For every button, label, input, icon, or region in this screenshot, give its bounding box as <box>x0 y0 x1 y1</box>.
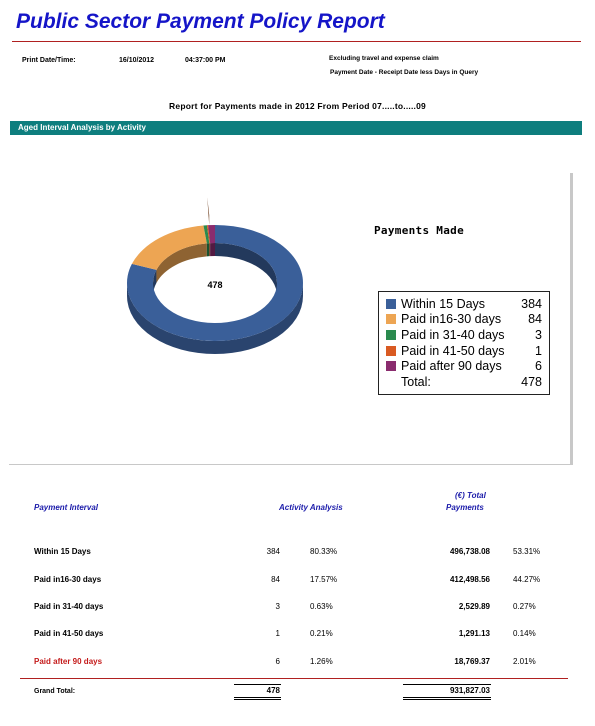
row-label: Paid after 90 days <box>34 657 103 666</box>
row-label: Paid in 31-40 days <box>34 602 104 611</box>
legend-swatch <box>386 345 396 356</box>
chart-legend: Within 15 Days 384 Paid in16-30 days 84 … <box>378 291 550 395</box>
payment-date-note: Payment Date - Receipt Date less Days in… <box>330 69 479 76</box>
donut-inner-wall-1 <box>156 243 207 283</box>
donut-callout-line <box>207 197 210 226</box>
legend-value: 3 <box>535 327 542 342</box>
donut-inner-wall-0 <box>215 243 277 296</box>
row-percent: 1.26% <box>310 657 333 666</box>
donut-inner-wall-3 <box>209 243 211 257</box>
donut-outer-wall-0 <box>127 283 303 354</box>
chart-panel <box>9 137 573 465</box>
header-activity-analysis: Activity Analysis <box>279 503 343 512</box>
print-datetime-label: Print Date/Time: <box>22 57 76 64</box>
legend-item: Within 15 Days 384 <box>386 296 542 312</box>
row-percent: 80.33% <box>310 547 338 556</box>
legend-item: Paid after 90 days 6 <box>386 358 542 374</box>
legend-total-value: 478 <box>521 374 542 389</box>
exclusion-note: Excluding travel and expense claim <box>329 55 439 62</box>
grand-total-count-box: 478 <box>234 684 281 700</box>
grand-total-amount-box: 931,827.03 <box>403 684 491 700</box>
donut-inner-wall-0 <box>153 269 157 296</box>
table-row: Within 15 Days 384 80.33% 496,738.08 53.… <box>0 547 595 559</box>
row-amount-percent: 0.27% <box>513 602 536 611</box>
row-amount: 18,769.37 <box>454 657 490 666</box>
legend-label: Paid in16-30 days <box>401 312 502 327</box>
print-date: 16/10/2012 <box>119 57 155 64</box>
row-percent: 0.63% <box>310 602 333 611</box>
donut-inner-wall-2 <box>206 243 210 257</box>
legend-swatch <box>386 361 396 372</box>
row-count: 84 <box>271 575 280 584</box>
legend-total: Total: 478 <box>386 374 542 390</box>
donut-slice-4 <box>208 225 215 244</box>
legend-swatch <box>386 329 396 340</box>
row-amount-percent: 2.01% <box>513 657 536 666</box>
donut-slice-0 <box>127 225 303 341</box>
table-row: Paid in 41-50 days 1 0.21% 1,291.13 0.14… <box>0 629 595 641</box>
donut-inner-wall-4 <box>210 243 215 257</box>
legend-label: Paid after 90 days <box>401 359 502 374</box>
donut-slice-3 <box>206 225 211 244</box>
section-title: Aged Interval Analysis by Activity <box>18 123 146 132</box>
legend-item: Paid in 41-50 days 1 <box>386 343 542 359</box>
row-amount: 412,498.56 <box>449 575 490 584</box>
row-count: 6 <box>275 657 280 666</box>
row-count: 384 <box>266 547 280 556</box>
chart-panel-shadow-right <box>570 173 573 465</box>
legend-label: Paid in 41-50 days <box>401 343 505 358</box>
total-divider <box>20 678 568 679</box>
row-percent: 17.57% <box>310 575 338 584</box>
title-divider <box>12 41 581 42</box>
row-count: 1 <box>275 629 280 638</box>
legend-value: 384 <box>521 296 542 311</box>
donut-slice-1 <box>131 225 207 270</box>
legend-item: Paid in16-30 days 84 <box>386 312 542 328</box>
legend-value: 84 <box>528 312 542 327</box>
table-row: Paid in 31-40 days 3 0.63% 2,529.89 0.27… <box>0 602 595 614</box>
chart-panel-border-bottom <box>9 464 573 465</box>
grand-total-label: Grand Total: <box>34 688 76 695</box>
legend-swatch <box>386 314 396 325</box>
header-payment-interval: Payment Interval <box>34 503 99 512</box>
donut-center-value: 478 <box>207 280 223 290</box>
row-amount: 2,529.89 <box>458 602 490 611</box>
legend-value: 1 <box>535 343 542 358</box>
report-title: Public Sector Payment Policy Report <box>16 10 385 33</box>
legend-swatch <box>386 298 396 309</box>
table-row: Paid in16-30 days 84 17.57% 412,498.56 4… <box>0 575 595 587</box>
row-amount-percent: 0.14% <box>513 629 536 638</box>
row-amount: 1,291.13 <box>458 629 490 638</box>
row-label: Paid in16-30 days <box>34 575 102 584</box>
row-percent: 0.21% <box>310 629 333 638</box>
legend-label: Paid in 31-40 days <box>401 327 505 342</box>
chart-title: Payments Made <box>374 224 464 237</box>
header-total-line2: Payments <box>446 503 484 512</box>
header-total-line1: (€) Total <box>455 491 486 500</box>
section-header: Aged Interval Analysis by Activity <box>10 121 582 135</box>
grand-total-count: 478 <box>266 686 280 695</box>
legend-total-label: Total: <box>401 374 431 389</box>
row-amount: 496,738.08 <box>449 547 490 556</box>
row-amount-percent: 44.27% <box>513 575 541 584</box>
legend-label: Within 15 Days <box>401 296 486 311</box>
row-amount-percent: 53.31% <box>513 547 541 556</box>
grand-total-amount: 931,827.03 <box>449 686 490 695</box>
row-label: Paid in 41-50 days <box>34 629 104 638</box>
report-subtitle: Report for Payments made in 2012 From Pe… <box>169 101 426 111</box>
legend-value: 6 <box>535 359 542 374</box>
donut-slice-2 <box>203 225 210 244</box>
row-count: 3 <box>275 602 280 611</box>
donut-chart <box>127 197 303 354</box>
row-label: Within 15 Days <box>34 547 91 556</box>
print-time: 04:37:00 PM <box>185 57 226 64</box>
legend-item: Paid in 31-40 days 3 <box>386 327 542 343</box>
table-row-highlighted: Paid after 90 days 6 1.26% 18,769.37 2.0… <box>0 657 595 669</box>
